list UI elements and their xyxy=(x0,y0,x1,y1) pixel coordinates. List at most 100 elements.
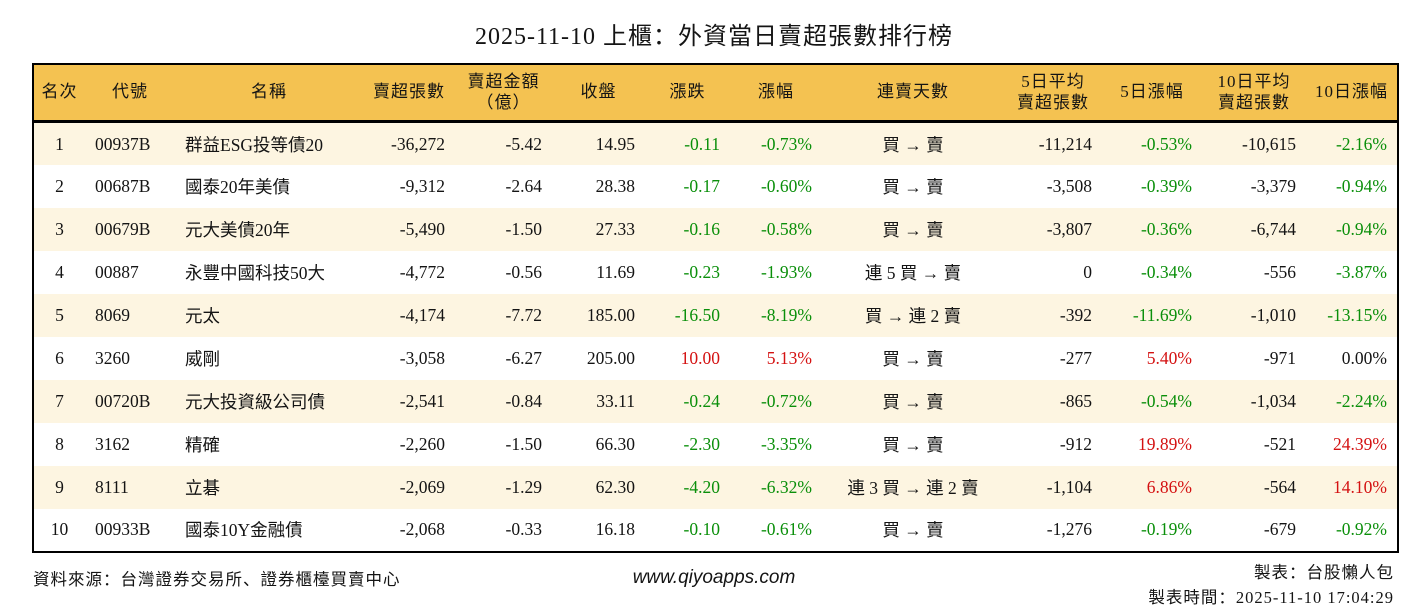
cell-pct10: 0.00% xyxy=(1341,347,1387,368)
cell-sell_shares: -4,174 xyxy=(399,304,445,325)
table-row: 7 00720B 元大投資級公司債 -2,541 -0.84 33.11 -0.24 -0.7… xyxy=(33,379,1398,423)
cell-avg10: -3,379 xyxy=(1250,175,1296,196)
cell-avg10: -6,744 xyxy=(1250,218,1296,239)
cell-change_pct: -0.58% xyxy=(760,218,812,239)
cell-pct10: -0.92% xyxy=(1335,519,1387,540)
col-header-rank: 名次 xyxy=(33,64,85,124)
cell-avg10: -10,615 xyxy=(1242,133,1296,154)
col-header-avg5: 5日平均 賣超張數 xyxy=(1004,64,1102,124)
cell-pct10: 14.10% xyxy=(1333,476,1387,497)
cell-name: 永豐中國科技50大 xyxy=(185,262,325,283)
cell-close: 14.95 xyxy=(595,133,635,154)
table-header: 名次 代號 名稱 賣超張數 賣超金額 （億） 收盤 漲跌 漲幅 連賣天數 5日平均 賣超張數 5日漲幅 1… xyxy=(33,64,1398,124)
cell-streak: 買 → 賣 xyxy=(882,219,944,240)
cell-name: 精確 xyxy=(185,434,220,455)
cell-pct10: -2.24% xyxy=(1335,390,1387,411)
col-header-change_pct: 漲幅 xyxy=(730,64,822,124)
cell-name: 威剛 xyxy=(185,348,220,369)
cell-change_pct: -3.35% xyxy=(760,433,812,454)
cell-streak: 買 → 賣 xyxy=(882,348,944,369)
cell-streak: 買 → 賣 xyxy=(882,434,944,455)
cell-change_pct: 5.13% xyxy=(766,347,812,368)
cell-code: 3260 xyxy=(95,347,130,368)
cell-change_pct: -1.93% xyxy=(760,261,812,282)
maker-name: 製表：台股懶人包 xyxy=(1254,563,1394,582)
cell-sell_amount: -6.27 xyxy=(505,347,542,368)
cell-name: 元太 xyxy=(185,305,220,326)
table-row: 5 8069 元太 -4,174 -7.72 185.00 -16.50 -8.19% 買 → … xyxy=(33,293,1398,337)
col-header-sell_shares: 賣超張數 xyxy=(363,64,455,124)
cell-change_pct: -0.61% xyxy=(760,519,812,540)
table-row: 9 8111 立碁 -2,069 -1.29 62.30 -4.20 -6.32% 連 3 買 … xyxy=(33,465,1398,509)
cell-close: 16.18 xyxy=(595,519,635,540)
cell-code: 8069 xyxy=(95,304,130,325)
cell-streak: 連 3 買 → 連 2 賣 xyxy=(847,477,979,498)
cell-name: 群益ESG投等債20 xyxy=(185,134,324,155)
ranking-table: 名次 代號 名稱 賣超張數 賣超金額 （億） 收盤 漲跌 漲幅 連賣天數 5日平均 賣超張數 5日漲幅 1… xyxy=(32,63,1399,553)
cell-avg5: 0 xyxy=(1083,261,1092,282)
cell-pct10: -3.87% xyxy=(1335,261,1387,282)
cell-sell_amount: -1.50 xyxy=(505,218,542,239)
cell-close: 28.38 xyxy=(595,175,635,196)
cell-sell_amount: -0.56 xyxy=(505,261,542,282)
maker-label: 製表：台股懶人包 製表時間：2025-11-10 17:04:29 xyxy=(1148,560,1394,610)
cell-rank: 2 xyxy=(55,175,64,196)
cell-sell_amount: -2.64 xyxy=(505,175,542,196)
cell-code: 00933B xyxy=(95,519,151,540)
col-header-change: 漲跌 xyxy=(645,64,730,124)
cell-sell_shares: -2,068 xyxy=(399,519,445,540)
page-title: 2025-11-10 上櫃：外資當日賣超張數排行榜 xyxy=(474,24,954,50)
cell-avg5: -1,276 xyxy=(1046,519,1092,540)
cell-avg10: -521 xyxy=(1263,433,1296,454)
cell-rank: 8 xyxy=(55,433,64,454)
cell-change: -0.16 xyxy=(683,218,720,239)
cell-pct5: 5.40% xyxy=(1146,347,1192,368)
cell-change_pct: -6.32% xyxy=(760,476,812,497)
cell-pct5: -0.53% xyxy=(1140,133,1192,154)
generated-time: 製表時間：2025-11-10 17:04:29 xyxy=(1148,588,1394,607)
cell-change: 10.00 xyxy=(680,347,720,368)
cell-avg10: -1,034 xyxy=(1250,390,1296,411)
cell-rank: 10 xyxy=(50,519,69,540)
cell-avg5: -1,104 xyxy=(1046,476,1092,497)
col-header-code: 代號 xyxy=(85,64,175,124)
cell-name: 國泰20年美債 xyxy=(185,176,290,197)
cell-avg5: -865 xyxy=(1059,390,1092,411)
cell-sell_shares: -4,772 xyxy=(399,261,445,282)
cell-code: 00720B xyxy=(95,390,151,411)
cell-sell_shares: -2,541 xyxy=(399,390,445,411)
cell-sell_shares: -3,058 xyxy=(399,347,445,368)
cell-rank: 3 xyxy=(55,218,64,239)
cell-change: -0.10 xyxy=(683,519,720,540)
cell-avg10: -556 xyxy=(1263,261,1296,282)
cell-change: -0.11 xyxy=(684,133,720,154)
cell-avg5: -11,214 xyxy=(1038,133,1092,154)
cell-avg5: -3,807 xyxy=(1046,218,1092,239)
cell-avg5: -912 xyxy=(1059,433,1092,454)
cell-change: -16.50 xyxy=(674,304,720,325)
cell-change: -0.23 xyxy=(683,261,720,282)
cell-change_pct: -0.60% xyxy=(760,175,812,196)
cell-sell_amount: -7.72 xyxy=(505,304,542,325)
cell-avg10: -564 xyxy=(1263,476,1296,497)
cell-change: -2.30 xyxy=(683,433,720,454)
cell-name: 國泰10Y金融債 xyxy=(185,520,303,541)
cell-sell_amount: -0.33 xyxy=(505,519,542,540)
table-row: 8 3162 精確 -2,260 -1.50 66.30 -2.30 -3.35% 買 → 賣 -… xyxy=(33,422,1398,466)
cell-close: 205.00 xyxy=(586,347,635,368)
cell-rank: 6 xyxy=(55,347,64,368)
cell-name: 元大美債20年 xyxy=(185,219,290,240)
cell-code: 00937B xyxy=(95,133,151,154)
cell-rank: 7 xyxy=(55,390,64,411)
cell-change_pct: -0.73% xyxy=(760,133,812,154)
cell-pct5: -0.39% xyxy=(1140,175,1192,196)
col-header-pct10: 10日漲幅 xyxy=(1306,64,1398,124)
cell-avg10: -971 xyxy=(1263,347,1296,368)
cell-streak: 買 → 賣 xyxy=(882,134,944,155)
cell-pct10: -0.94% xyxy=(1335,175,1387,196)
col-header-streak: 連賣天數 xyxy=(822,64,1004,124)
cell-pct5: -0.19% xyxy=(1140,519,1192,540)
table-row: 1 00937B 群益ESG投等債20 -36,272 -5.42 14.95 -0.11 -… xyxy=(33,121,1398,165)
cell-streak: 買 → 賣 xyxy=(882,176,944,197)
cell-rank: 4 xyxy=(55,261,64,282)
